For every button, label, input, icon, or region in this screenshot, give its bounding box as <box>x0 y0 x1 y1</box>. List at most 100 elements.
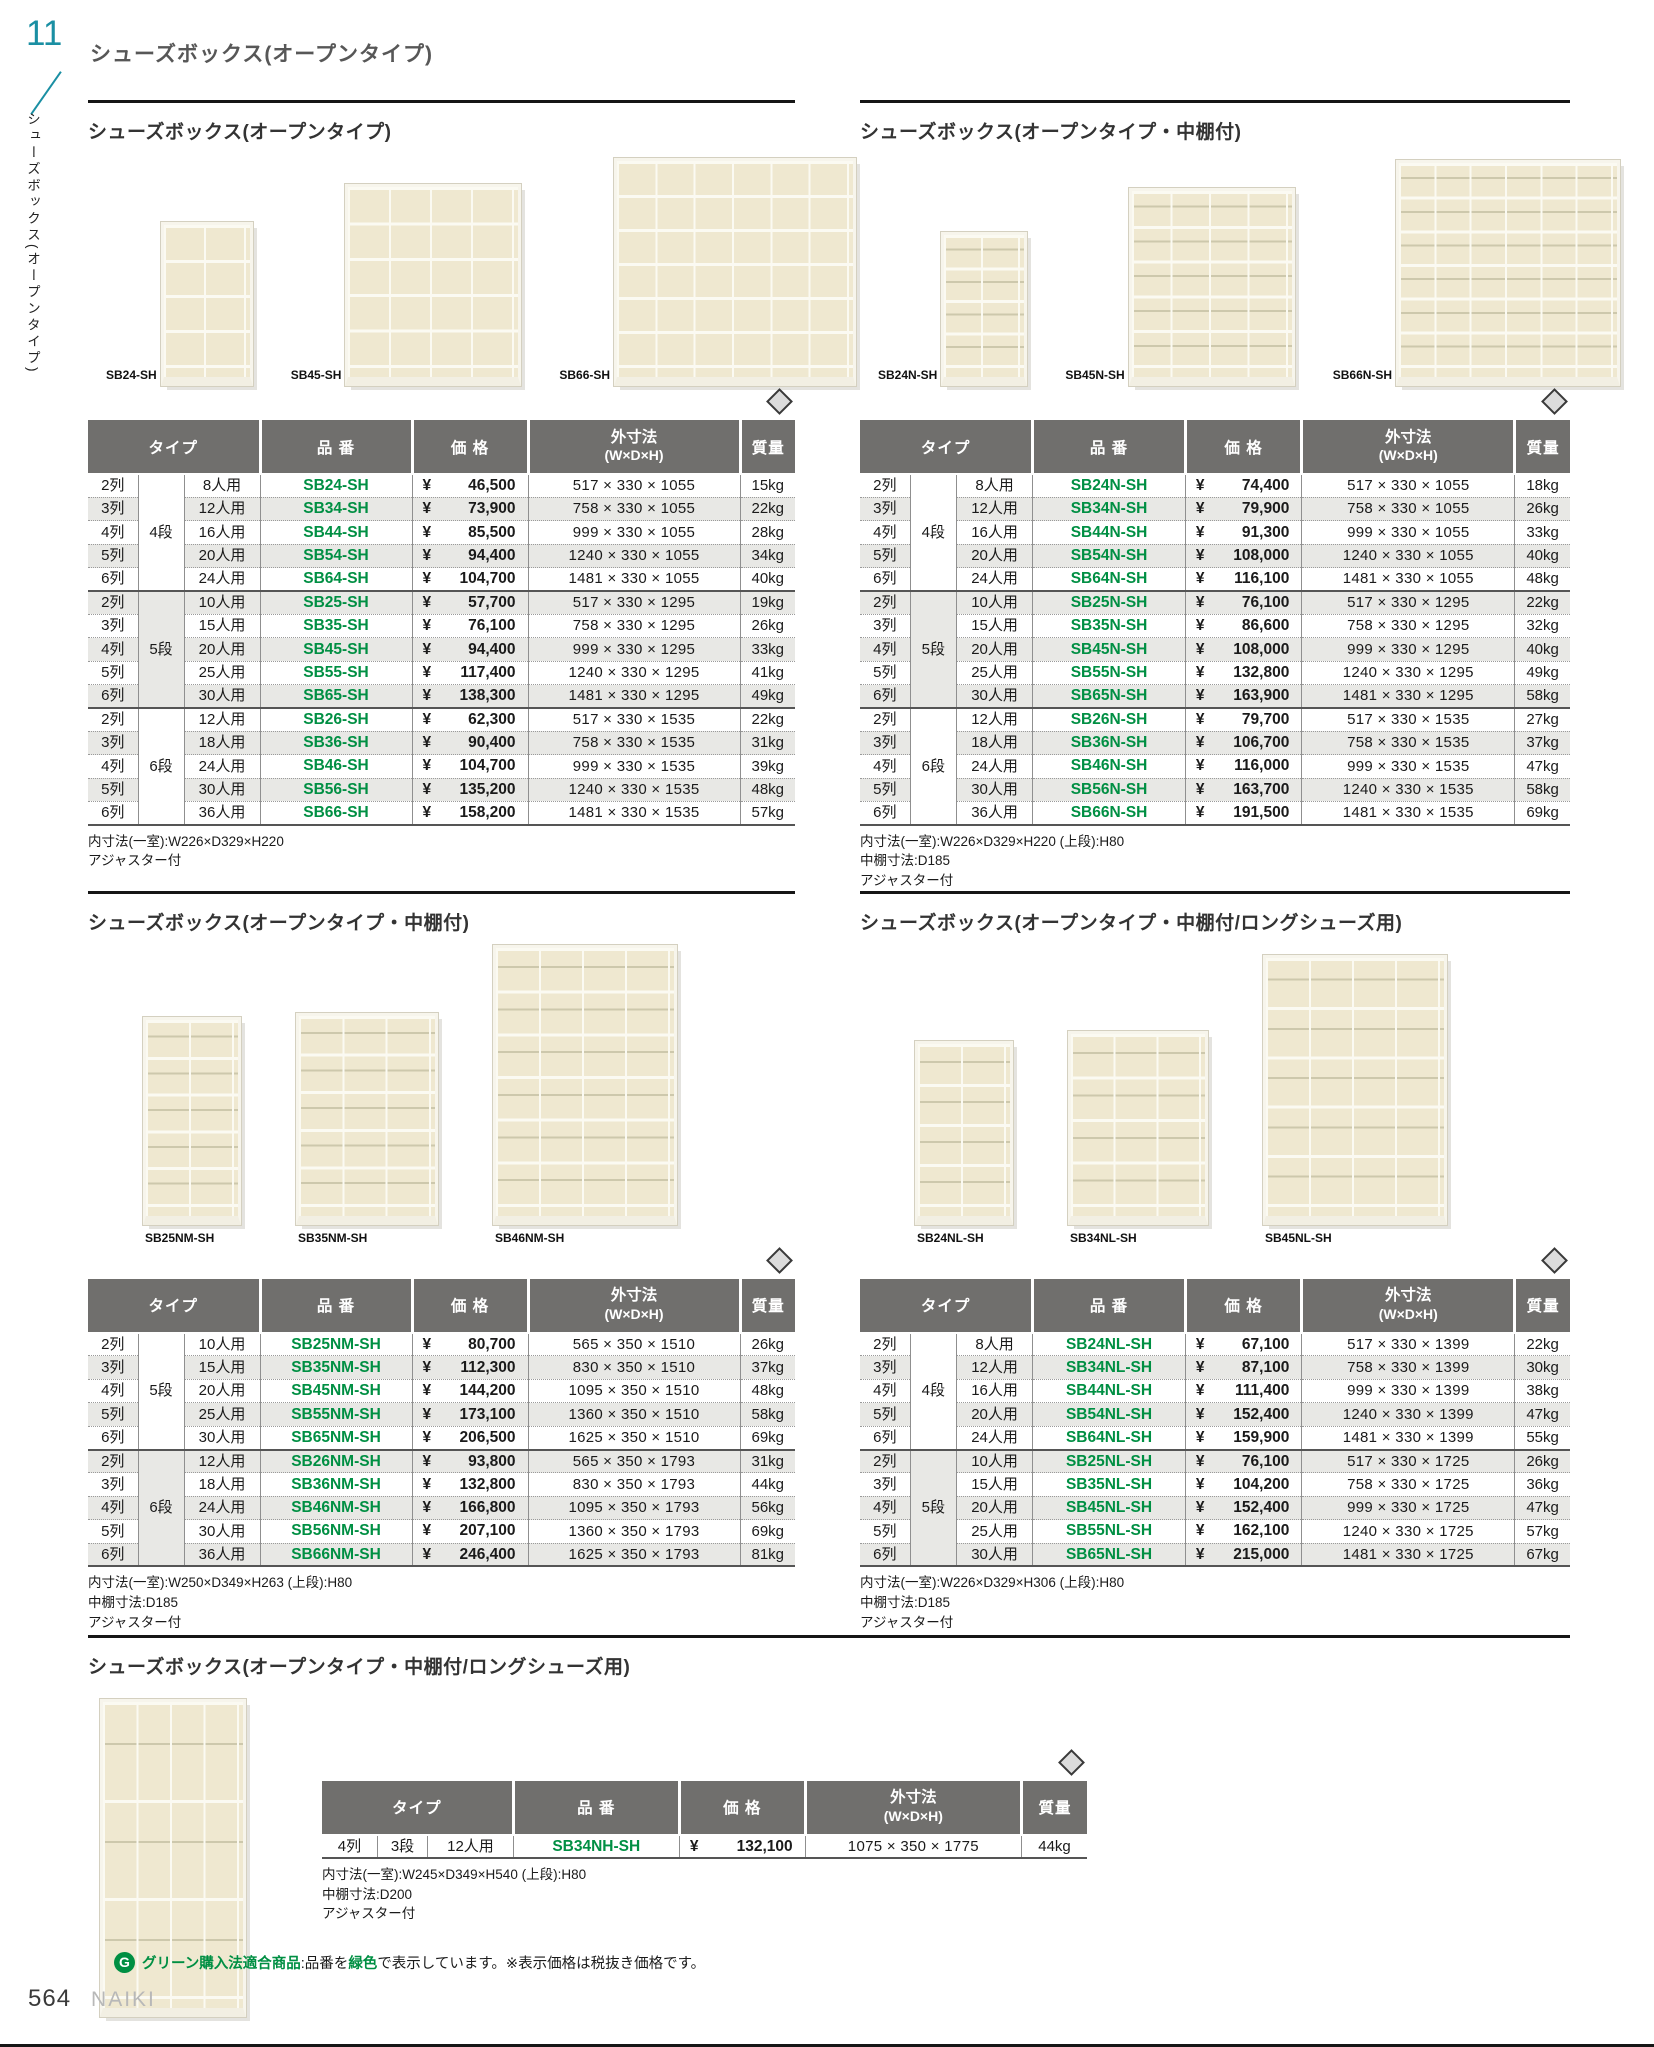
cell-capacity: 8人用 <box>183 474 260 498</box>
spec-table: タイプ 品 番 価 格 外寸法 (W×D×H) 質量 2列 4段 8人用 SB24NL-… <box>860 1278 1570 1568</box>
section-title: シューズボックス(オープンタイプ) <box>88 122 392 143</box>
cell-columns: 4列 <box>88 637 138 662</box>
cell-dimensions: 1360 × 350 × 1510 <box>527 1402 740 1427</box>
product-image <box>1067 1029 1209 1226</box>
cell-dimensions: 565 × 350 × 1793 <box>527 1449 740 1474</box>
cell-tiers: 5段 <box>137 590 184 709</box>
spec-row: 3列 15人用 SB35-SH ¥76,100 758 × 330 × 1295 26kg <box>88 614 795 639</box>
spec-row: 3列 12人用 SB34NL-SH ¥87,100 758 × 330 × 1399 30… <box>860 1355 1570 1380</box>
cell-columns: 2列 <box>88 1332 138 1357</box>
header-weight: 質量 <box>1020 1780 1087 1836</box>
cell-capacity: 10人用 <box>955 590 1033 615</box>
spec-table: タイプ 品 番 価 格 外寸法 (W×D×H) 質量 2列 5段 10人用 SB25NM… <box>88 1278 795 1568</box>
cell-weight: 49kg <box>1514 661 1570 686</box>
product-code-label: SB24-SH <box>106 368 157 382</box>
cell-columns: 5列 <box>860 661 911 686</box>
spec-note-line: アジャスター付 <box>88 853 182 869</box>
cell-capacity: 16人用 <box>955 520 1033 545</box>
cell-price: ¥117,400 <box>411 661 528 686</box>
cell-product-code: SB35N-SH <box>1032 614 1186 639</box>
cell-price: ¥132,100 <box>678 1834 806 1859</box>
cell-columns: 4列 <box>860 754 911 779</box>
header-type: タイプ <box>88 1278 260 1334</box>
cell-product-code: SB46NM-SH <box>259 1496 412 1521</box>
product-image <box>940 231 1029 387</box>
header-code: 品 番 <box>511 1780 680 1836</box>
cell-weight: 47kg <box>1514 1496 1570 1521</box>
cell-capacity: 20人用 <box>955 1496 1033 1521</box>
cell-weight: 57kg <box>739 801 795 826</box>
spec-table: タイプ 品 番 価 格 外寸法 (W×D×H) 質量 2列 4段 8人用 SB24-SH… <box>88 420 795 826</box>
cell-dimensions: 758 × 330 × 1055 <box>527 497 740 522</box>
product-figure: SB25NM-SH <box>142 1015 242 1245</box>
cell-product-code: SB64-SH <box>259 567 412 592</box>
spec-row: 2列 6段 12人用 SB26-SH ¥62,300 517 × 330 × 1535 22… <box>88 707 795 826</box>
spec-note-line: 内寸法(一室):W245×D349×H540 (上段):H80 <box>322 1867 587 1883</box>
cell-price: ¥163,700 <box>1184 778 1302 802</box>
cell-capacity: 20人用 <box>955 1402 1033 1427</box>
spec-row: 6列 24人用 SB64NL-SH ¥159,900 1481 × 330 × 1399… <box>860 1426 1570 1451</box>
cell-dimensions: 758 × 330 × 1535 <box>527 731 740 756</box>
page-title: シューズボックス(オープンタイプ) <box>90 43 434 66</box>
section-title: シューズボックス(オープンタイプ・中棚付/ロングシューズ用) <box>860 912 1403 934</box>
cell-dimensions: 517 × 330 × 1725 <box>1301 1449 1515 1474</box>
spec-row: 6列 36人用 SB66NM-SH ¥246,400 1625 × 350 × 1793… <box>88 1543 795 1567</box>
section5-body: タイプ 品 番 価 格 外寸法 (W×D×H) 質量 4列 3段 12人用 SB34NH… <box>88 1697 1570 2018</box>
cell-product-code: SB35NM-SH <box>259 1355 412 1380</box>
cell-dimensions: 1481 × 330 × 1535 <box>1301 801 1515 826</box>
cell-weight: 58kg <box>1514 684 1570 709</box>
cell-product-code: SB34N-SH <box>1032 497 1186 522</box>
cell-columns: 6列 <box>860 801 911 826</box>
cell-dimensions: 1240 × 330 × 1055 <box>1301 544 1515 569</box>
cell-capacity: 24人用 <box>955 754 1033 779</box>
header-dims: 外寸法 (W×D×H) <box>1300 1278 1515 1334</box>
spec-notes: 内寸法(一室):W245×D349×H540 (上段):H80 中棚寸法:D200… <box>322 1865 1087 1924</box>
cell-dimensions: 1240 × 330 × 1295 <box>527 661 740 686</box>
cell-columns: 3列 <box>860 1355 911 1380</box>
cell-columns: 4列 <box>88 1379 138 1404</box>
cell-price: ¥132,800 <box>1184 661 1302 686</box>
product-code-label: SB45NL-SH <box>1265 1230 1332 1245</box>
cell-price: ¥79,700 <box>1184 707 1302 732</box>
cell-weight: 18kg <box>1514 474 1570 498</box>
spec-row: 5列 20人用 SB54NL-SH ¥152,400 1240 × 330 × 1399… <box>860 1402 1570 1427</box>
cell-price: ¥62,300 <box>411 707 528 732</box>
sidebar-vertical-label: シューズボックス(オープンタイプ) <box>25 112 40 375</box>
cell-columns: 2列 <box>88 707 138 732</box>
section5-table-area: タイプ 品 番 価 格 外寸法 (W×D×H) 質量 4列 3段 12人用 SB34NH… <box>322 1748 1087 2017</box>
cell-capacity: 25人用 <box>183 661 260 686</box>
cell-price: ¥152,400 <box>1184 1496 1302 1521</box>
cell-product-code: SB25NL-SH <box>1032 1449 1186 1474</box>
cell-capacity: 25人用 <box>955 661 1033 686</box>
cell-columns: 5列 <box>88 1402 138 1427</box>
page-footer: 564 NAIKI <box>28 1985 156 2013</box>
spec-note-line: 中棚寸法:D185 <box>860 1595 951 1611</box>
cell-weight: 47kg <box>1514 1402 1570 1427</box>
spec-notes: 内寸法(一室):W226×D329×H220 アジャスター付 <box>88 832 795 871</box>
cell-price: ¥93,800 <box>411 1449 528 1474</box>
spec-table-wrap: タイプ 品 番 価 格 外寸法 (W×D×H) 質量 2列 4段 8人用 SB24NL-… <box>860 1246 1570 1568</box>
spec-table-wrap: タイプ 品 番 価 格 外寸法 (W×D×H) 質量 2列 4段 8人用 SB24-SH… <box>88 388 795 826</box>
cell-dimensions: 1481 × 330 × 1399 <box>1301 1426 1515 1451</box>
spec-table-wrap: タイプ 品 番 価 格 外寸法 (W×D×H) 質量 4列 3段 12人用 SB34NH… <box>322 1748 1087 1860</box>
cell-weight: 56kg <box>739 1496 795 1521</box>
green-note-label: グリーン購入法適合商品 <box>142 1956 301 1972</box>
spec-row: 3列 15人用 SB35NL-SH ¥104,200 758 × 330 × 1725 3… <box>860 1472 1570 1497</box>
cell-dimensions: 517 × 330 × 1535 <box>1301 707 1515 732</box>
spec-row: 5列 25人用 SB55N-SH ¥132,800 1240 × 330 × 1295 4… <box>860 661 1570 686</box>
spec-group: 2列 5段 10人用 SB25-SH ¥57,700 517 × 330 × 1295 19… <box>88 590 795 709</box>
cell-columns: 2列 <box>860 590 911 615</box>
cell-weight: 22kg <box>739 707 795 732</box>
cell-dimensions: 999 × 330 × 1535 <box>1301 754 1515 779</box>
bottom-rule <box>0 2044 1654 2047</box>
cell-product-code: SB26N-SH <box>1032 707 1186 732</box>
cell-tiers: 3段 <box>376 1834 428 1859</box>
cell-dimensions: 758 × 330 × 1295 <box>1301 614 1515 639</box>
cell-price: ¥191,500 <box>1184 801 1302 826</box>
cell-weight: 22kg <box>739 497 795 522</box>
cell-columns: 5列 <box>860 544 911 569</box>
cell-capacity: 16人用 <box>955 1379 1033 1404</box>
cell-weight: 32kg <box>1514 614 1570 639</box>
cell-capacity: 20人用 <box>183 544 260 569</box>
